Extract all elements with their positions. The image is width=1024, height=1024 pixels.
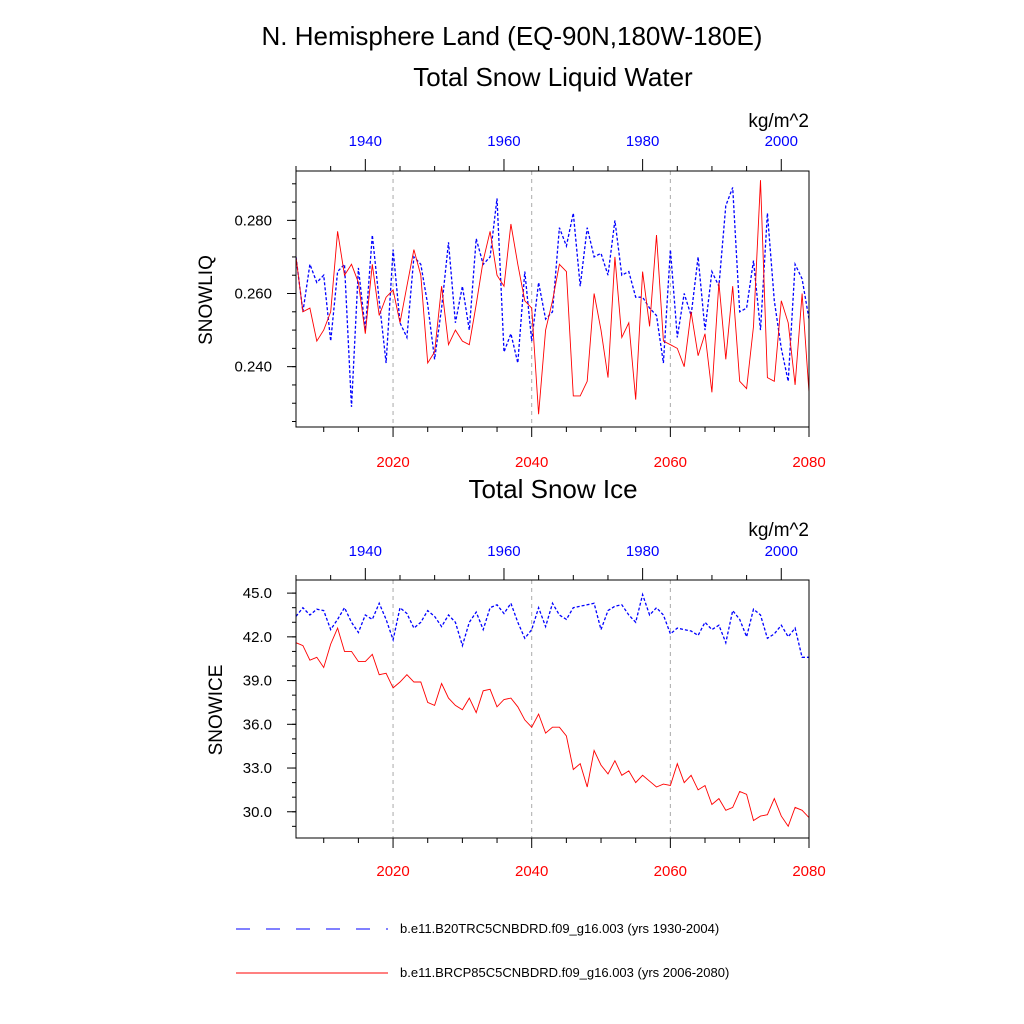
chart-panels: Total Snow Liquid Water kg/m^2 0.240 0.260 0… bbox=[196, 62, 826, 880]
panel-title: Total Snow Liquid Water bbox=[413, 62, 693, 92]
top-tick-label: 1940 bbox=[349, 133, 382, 150]
y-tick-label: 45.0 bbox=[243, 585, 272, 602]
plot-frame bbox=[295, 579, 810, 839]
x-tick-label: 2040 bbox=[515, 454, 548, 471]
panel-1: Total Snow Liquid Water kg/m^2 0.240 0.260 0… bbox=[196, 62, 826, 471]
y-tick-label: 0.280 bbox=[234, 212, 272, 229]
y-tick-label: 0.260 bbox=[234, 286, 272, 303]
x-tick-label: 2060 bbox=[654, 863, 687, 880]
x-tick-label: 2080 bbox=[792, 454, 825, 471]
panel-title: Total Snow Ice bbox=[468, 474, 637, 504]
plot-frame bbox=[295, 170, 810, 428]
top-tick-label: 1980 bbox=[626, 133, 659, 150]
y-tick-label: 39.0 bbox=[243, 673, 272, 690]
top-tick-label: 2000 bbox=[765, 543, 798, 560]
legend-label-historical: b.e11.B20TRC5CNBDRD.f09_g16.003 (yrs 193… bbox=[400, 921, 719, 936]
top-tick-label: 1980 bbox=[626, 543, 659, 560]
y-tick-label: 42.0 bbox=[243, 629, 272, 646]
top-tick-label: 1960 bbox=[487, 543, 520, 560]
series-future-line bbox=[296, 626, 809, 828]
x-tick-label: 2020 bbox=[376, 863, 409, 880]
y-tick-label: 0.240 bbox=[234, 359, 272, 376]
top-tick-label: 1940 bbox=[349, 543, 382, 560]
x-tick-label: 2020 bbox=[376, 454, 409, 471]
top-tick-label: 2000 bbox=[765, 133, 798, 150]
units-label: kg/m^2 bbox=[748, 520, 809, 541]
x-tick-label: 2080 bbox=[792, 863, 825, 880]
panel-2: Total Snow Ice kg/m^2 30.0 33.0 36.0 39.0 42.0… bbox=[206, 474, 826, 880]
y-tick-label: 30.0 bbox=[243, 804, 272, 821]
figure-title: N. Hemisphere Land (EQ-90N,180W-180E) bbox=[262, 21, 763, 51]
y-axis-label: SNOWICE bbox=[206, 665, 227, 756]
y-tick-label: 33.0 bbox=[243, 760, 272, 777]
legend-label-future: b.e11.BRCP85C5CNBDRD.f09_g16.003 (yrs 20… bbox=[400, 965, 729, 980]
series-historical-line bbox=[296, 187, 809, 407]
y-tick-label: 36.0 bbox=[243, 716, 272, 733]
x-tick-label: 2040 bbox=[515, 863, 548, 880]
series-historical-line bbox=[296, 592, 809, 658]
series-future-line bbox=[296, 180, 809, 415]
top-tick-label: 1960 bbox=[487, 133, 520, 150]
x-tick-label: 2060 bbox=[654, 454, 687, 471]
units-label: kg/m^2 bbox=[748, 111, 809, 132]
legend: b.e11.B20TRC5CNBDRD.f09_g16.003 (yrs 193… bbox=[236, 921, 729, 980]
y-axis-label: SNOWLIQ bbox=[196, 255, 217, 345]
